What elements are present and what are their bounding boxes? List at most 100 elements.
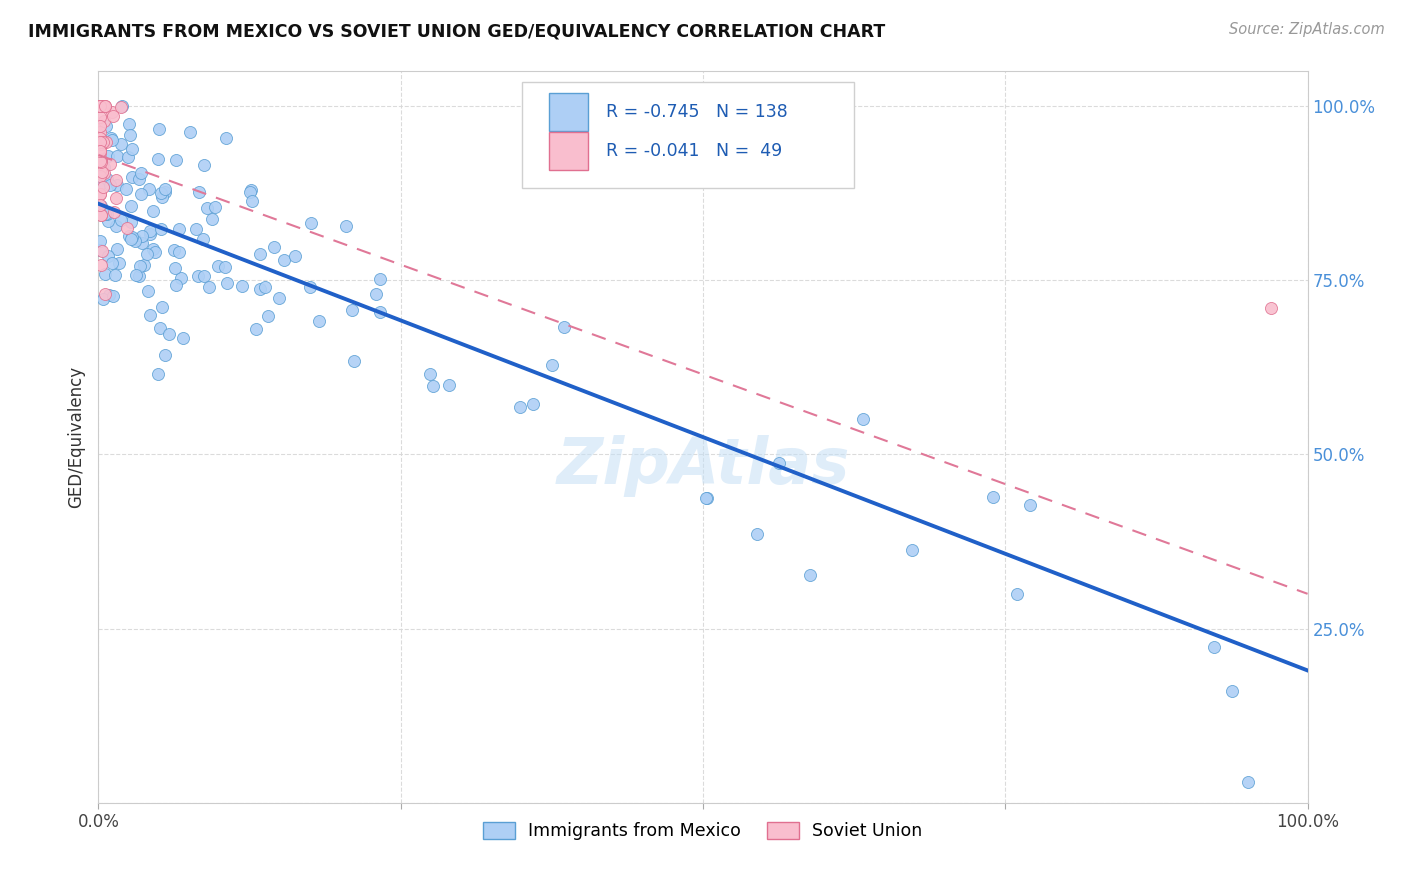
Point (198, 280, 221, 294)
Point (167, 221, 190, 235)
Point (101, 256, 124, 270)
Point (91, 244, 114, 258)
Point (139, 224, 162, 238)
Point (1260, 301, 1282, 316)
Point (852, 412, 875, 426)
Point (90, 199, 112, 213)
Point (100, 130, 122, 145)
Point (94, 267, 117, 281)
Point (143, 244, 166, 259)
Point (768, 456, 790, 470)
Point (89, 154, 111, 169)
Point (335, 219, 357, 234)
Point (146, 367, 169, 381)
Point (124, 232, 146, 246)
Point (197, 201, 219, 215)
Point (89, 164, 111, 178)
Point (163, 243, 186, 257)
Point (239, 185, 262, 199)
Point (93, 99, 115, 113)
Point (105, 191, 128, 205)
Point (96, 120, 118, 134)
Point (91, 135, 114, 149)
Point (115, 182, 138, 196)
Point (111, 99, 134, 113)
Point (129, 186, 152, 201)
Point (165, 277, 187, 292)
Point (149, 221, 172, 235)
Point (96, 207, 118, 221)
Point (131, 228, 153, 243)
Point (129, 166, 152, 180)
Point (437, 378, 460, 392)
Point (187, 268, 209, 283)
Point (118, 128, 141, 142)
Text: R = -0.745   N = 138: R = -0.745 N = 138 (606, 103, 787, 121)
Point (120, 199, 142, 213)
Point (105, 242, 128, 256)
Point (364, 286, 387, 301)
Point (89, 144, 111, 158)
Point (121, 169, 143, 184)
Point (207, 259, 229, 273)
Point (138, 227, 160, 242)
Point (110, 213, 132, 227)
Point (105, 178, 128, 193)
Point (121, 231, 143, 245)
Point (97, 214, 120, 228)
Point (89, 135, 111, 149)
Point (107, 149, 129, 163)
Point (94, 135, 117, 149)
Point (150, 186, 173, 200)
Point (89, 243, 111, 257)
Point (163, 261, 186, 276)
Point (117, 150, 139, 164)
Point (368, 305, 391, 319)
Point (98, 288, 121, 302)
Point (138, 182, 160, 196)
Point (124, 234, 146, 248)
Point (94, 206, 117, 220)
Point (89, 132, 111, 146)
Point (89, 110, 111, 124)
Point (120, 215, 142, 229)
Point (368, 272, 391, 286)
Point (172, 331, 194, 345)
Point (90, 159, 112, 173)
Point (94, 99, 117, 113)
Point (191, 232, 214, 246)
Point (104, 268, 127, 283)
Point (342, 303, 364, 318)
Point (150, 190, 173, 204)
Point (100, 178, 122, 192)
Point (121, 230, 143, 244)
Point (201, 212, 224, 227)
Point (553, 319, 575, 334)
Point (153, 348, 176, 362)
Point (118, 117, 141, 131)
Point (89, 198, 111, 212)
Point (696, 491, 718, 505)
Point (193, 158, 215, 172)
Point (132, 258, 155, 272)
Point (97, 149, 120, 163)
Point (148, 122, 170, 136)
Point (214, 260, 236, 274)
Point (121, 142, 143, 156)
Point (245, 322, 267, 336)
Point (94, 99, 117, 113)
Point (187, 185, 209, 199)
Point (93, 160, 115, 174)
Point (284, 249, 307, 263)
Point (101, 109, 124, 123)
Point (1018, 498, 1040, 512)
Point (90, 208, 112, 222)
Point (167, 244, 190, 259)
Point (215, 130, 238, 145)
Point (117, 221, 139, 235)
Legend: Immigrants from Mexico, Soviet Union: Immigrants from Mexico, Soviet Union (475, 814, 931, 849)
Point (695, 491, 717, 506)
Point (89, 178, 111, 192)
Point (193, 269, 215, 284)
FancyBboxPatch shape (550, 94, 588, 131)
